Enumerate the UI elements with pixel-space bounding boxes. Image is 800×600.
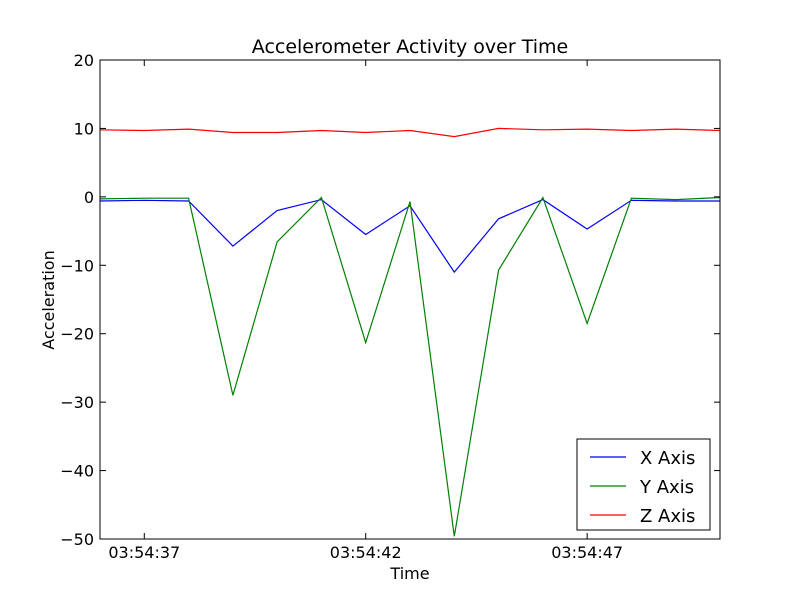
y-tick-label: 10: [74, 119, 94, 138]
x-tick-label: 03:54:47: [551, 543, 623, 562]
series-layer: [99, 127, 721, 537]
chart-title: Accelerometer Activity over Time: [252, 36, 568, 58]
legend-label: X Axis: [640, 448, 695, 469]
y-tick-label: 20: [74, 51, 94, 70]
y-tick-label: −10: [60, 256, 94, 275]
x-axis-label: Time: [389, 564, 429, 583]
x-tick-labels: 03:54:37 03:54:42 03:54:47: [108, 543, 623, 562]
series-line-z-axis: [99, 127, 721, 138]
tick-layer: [100, 59, 720, 540]
y-tick-label: −30: [60, 393, 94, 412]
legend-items: X Axis Y Axis Z Axis: [590, 448, 695, 527]
x-tick-label: 03:54:42: [330, 543, 402, 562]
y-tick-label: −40: [60, 462, 94, 481]
y-tick-labels: 20 10 0 −10 −20 −30 −40 −50: [60, 51, 94, 549]
y-tick-label: −50: [60, 530, 94, 549]
series-line-y-axis: [99, 196, 721, 537]
legend: X Axis Y Axis Z Axis: [576, 438, 711, 531]
y-tick-label: 0: [84, 188, 94, 207]
y-axis-label: Acceleration: [39, 250, 58, 349]
legend-label: Z Axis: [640, 506, 695, 527]
plot-frame: [99, 59, 721, 540]
y-tick-label: −20: [60, 325, 94, 344]
legend-label: Y Axis: [639, 477, 694, 498]
x-tick-label: 03:54:37: [108, 543, 180, 562]
